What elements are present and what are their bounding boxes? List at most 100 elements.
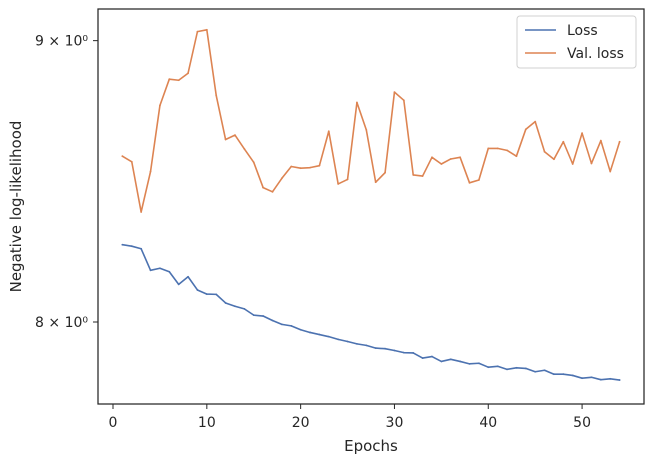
- data-point-loss: [215, 293, 218, 296]
- data-point-loss: [534, 370, 537, 373]
- data-point-val-loss: [402, 99, 405, 102]
- data-point-loss: [599, 378, 602, 381]
- data-point-val-loss: [262, 186, 265, 189]
- data-point-val-loss: [421, 175, 424, 177]
- data-point-loss: [581, 377, 583, 380]
- data-point-val-loss: [468, 181, 471, 184]
- legend-box: [516, 15, 637, 69]
- data-point-val-loss: [393, 91, 396, 94]
- data-point-val-loss: [618, 140, 621, 143]
- x-axis-label: Epochs: [344, 437, 398, 455]
- plot-lines: [121, 28, 621, 381]
- data-point-val-loss: [243, 148, 246, 150]
- data-point-val-loss: [196, 30, 199, 33]
- data-point-loss: [609, 377, 612, 380]
- data-point-loss: [393, 349, 396, 352]
- data-point-loss: [477, 362, 480, 365]
- data-point-loss: [440, 360, 443, 363]
- data-point-loss: [468, 362, 471, 365]
- y-tick-label: 8 × 10⁰: [35, 315, 88, 331]
- data-point-loss: [524, 367, 527, 370]
- data-point-loss: [130, 245, 133, 248]
- data-point-val-loss: [346, 178, 349, 181]
- data-point-loss: [177, 283, 180, 286]
- y-axis-label: Negative log-likelihood: [7, 121, 25, 293]
- data-point-loss: [187, 275, 189, 278]
- data-point-val-loss: [581, 132, 583, 135]
- data-point-val-loss: [384, 171, 386, 174]
- data-point-val-loss: [459, 156, 462, 159]
- data-point-loss: [327, 335, 330, 338]
- data-point-loss: [271, 319, 274, 322]
- x-tick-label: 30: [386, 415, 404, 431]
- x-tick-label: 0: [109, 415, 118, 431]
- data-point-val-loss: [290, 165, 293, 168]
- data-point-loss: [309, 331, 311, 334]
- data-point-val-loss: [365, 128, 368, 131]
- y-axis: 8 × 10⁰ 9 × 10⁰: [35, 34, 98, 331]
- data-point-val-loss: [299, 167, 302, 170]
- data-point-loss: [506, 368, 508, 371]
- data-point-loss: [553, 373, 555, 376]
- data-point-val-loss: [487, 147, 490, 150]
- data-point-loss: [496, 365, 499, 368]
- data-point-val-loss: [149, 170, 152, 173]
- data-point-loss: [590, 376, 593, 379]
- data-point-loss: [618, 379, 621, 381]
- plot-frame: [97, 8, 645, 405]
- x-tick-label: 20: [292, 415, 310, 431]
- data-point-loss: [356, 342, 358, 345]
- data-point-val-loss: [356, 101, 358, 104]
- data-point-val-loss: [224, 138, 227, 141]
- data-point-val-loss: [140, 211, 143, 213]
- data-point-loss: [374, 347, 377, 350]
- data-point-loss: [159, 267, 161, 270]
- data-point-loss: [346, 340, 349, 343]
- data-point-val-loss: [318, 164, 321, 167]
- data-point-loss: [449, 358, 452, 361]
- data-point-val-loss: [168, 78, 171, 81]
- data-point-loss: [337, 338, 340, 341]
- data-point-loss: [365, 344, 368, 347]
- data-point-val-loss: [553, 158, 555, 161]
- data-point-loss: [205, 293, 208, 295]
- data-point-val-loss: [524, 128, 527, 131]
- legend-label-val-loss: Val. loss: [567, 46, 624, 62]
- data-point-val-loss: [609, 170, 612, 173]
- data-point-val-loss: [515, 155, 518, 158]
- data-point-loss: [421, 357, 424, 359]
- data-point-val-loss: [327, 130, 330, 133]
- data-point-val-loss: [571, 163, 574, 165]
- data-point-loss: [262, 315, 265, 317]
- data-point-val-loss: [205, 28, 208, 31]
- data-point-val-loss: [562, 140, 565, 143]
- data-point-loss: [402, 351, 405, 354]
- data-point-val-loss: [477, 179, 480, 181]
- data-point-loss: [168, 270, 171, 273]
- data-point-val-loss: [449, 158, 452, 160]
- data-point-loss: [149, 269, 152, 272]
- data-point-val-loss: [543, 150, 546, 153]
- data-point-loss: [431, 355, 433, 358]
- data-point-val-loss: [280, 177, 283, 180]
- data-point-val-loss: [215, 94, 218, 97]
- data-point-loss: [252, 314, 255, 317]
- data-point-loss: [543, 369, 546, 372]
- data-point-val-loss: [496, 147, 499, 150]
- data-point-val-loss: [590, 162, 593, 165]
- data-point-val-loss: [337, 183, 340, 185]
- data-point-loss: [384, 347, 386, 350]
- data-point-val-loss: [252, 161, 255, 164]
- data-point-val-loss: [177, 79, 180, 82]
- data-point-val-loss: [187, 72, 189, 75]
- data-point-val-loss: [431, 156, 433, 159]
- data-point-loss: [234, 305, 236, 308]
- data-point-loss: [140, 247, 143, 250]
- data-point-val-loss: [234, 134, 236, 137]
- data-point-loss: [280, 323, 283, 326]
- data-point-val-loss: [440, 163, 443, 165]
- data-point-loss: [515, 366, 518, 369]
- legend-label-loss: Loss: [567, 23, 598, 39]
- series-line-loss: [121, 243, 621, 381]
